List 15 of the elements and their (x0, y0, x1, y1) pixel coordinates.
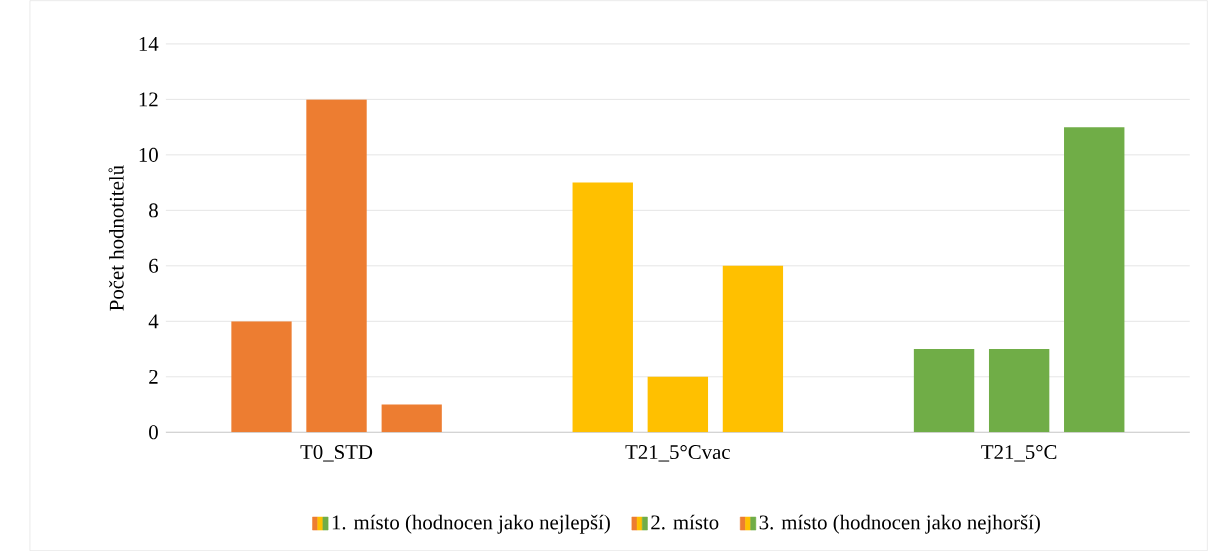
y-axis-title: Počet hodnotitelů (108, 165, 124, 311)
y-tick-label: 14 (139, 36, 159, 51)
y-tick-label: 4 (148, 314, 159, 328)
legend-label: 1. místo (hodnocen jako nejlepší) (332, 514, 610, 534)
y-tick-label: 8 (149, 203, 158, 218)
y-tick-label: 6 (149, 258, 159, 273)
legend-label: 2. místo (651, 514, 719, 530)
y-tick-label: 12 (139, 92, 158, 107)
y-tick-label: 2 (149, 369, 158, 384)
y-tick-label: 10 (139, 147, 158, 162)
x-tick-label: T0_STD (300, 444, 373, 462)
legend-label: 3. místo (hodnocen jako nejhorší) (759, 514, 1040, 534)
x-tick-label: T21_5°Cvac (625, 444, 730, 462)
y-tick-label: 0 (149, 425, 158, 440)
x-tick-label: T21_5°C (981, 444, 1057, 462)
